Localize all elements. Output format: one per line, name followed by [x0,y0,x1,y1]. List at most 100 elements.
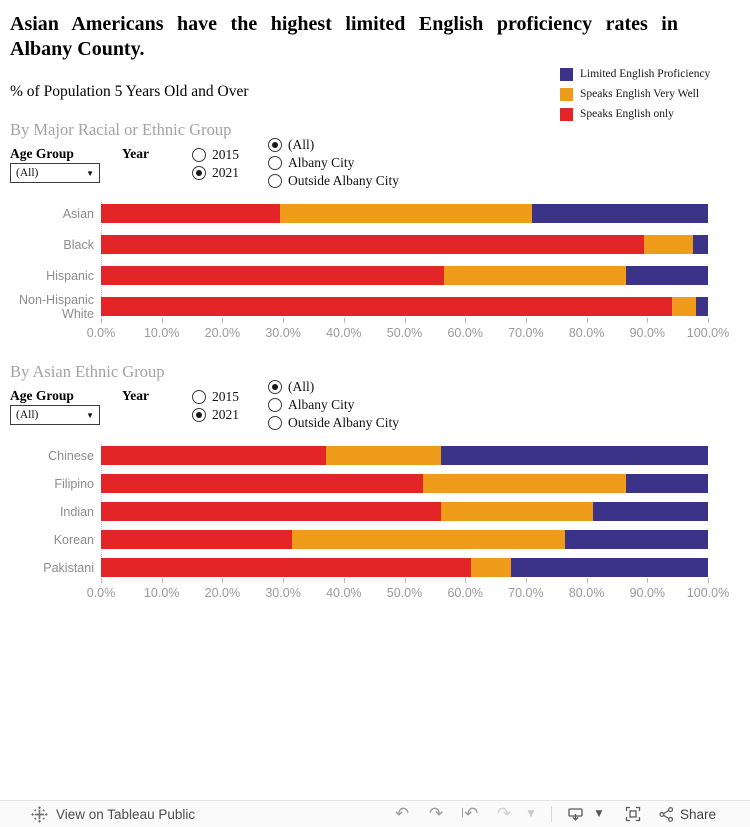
bar-segment-orange[interactable] [443,266,627,285]
bar-segment-orange[interactable] [325,446,441,465]
category-label: Hispanic [46,268,94,283]
area-radio-option-outside-albany-city[interactable]: Outside Albany City [268,172,399,190]
bar-segment-orange[interactable] [671,297,696,316]
axis-tick [222,578,224,583]
view-on-tableau-public-link[interactable]: View on Tableau Public [31,805,195,823]
year-radio-option-2021[interactable]: 2021 [192,164,239,182]
page-subtitle: % of Population 5 Years Old and Over [10,83,249,100]
legend-item-label: Speaks English Very Well [580,88,700,100]
color-legend: Limited English Proficiency Speaks Englis… [560,64,710,124]
share-button[interactable]: Share [650,806,716,823]
axis-tick [525,318,527,323]
axis-tick-label: 0.0% [86,586,116,600]
fullscreen-button[interactable] [616,803,650,825]
axis-tick-label: 30.0% [265,586,301,600]
bar-segment-red[interactable] [101,235,645,254]
bar-segment-navy[interactable] [692,235,708,254]
bar-segment-navy[interactable] [626,474,708,493]
download-options-button[interactable]: ▼ [590,803,608,825]
section-header: By Major Racial or Ethnic Group [10,120,232,139]
bar-segment-red[interactable] [101,530,293,549]
axis-tick [283,318,285,323]
axis-tick [161,318,163,323]
bar-segment-red[interactable] [101,446,326,465]
year-radio-option-2021[interactable]: 2021 [192,406,239,424]
axis-tick [101,578,102,583]
download-button[interactable] [562,803,590,825]
revert-icon: ↶ [461,805,478,823]
bar-segment-red[interactable] [101,558,472,577]
tableau-toolbar: View on Tableau Public ↶ ↷ ↶ ↷ ▼ ▼ [0,800,750,827]
share-label: Share [679,806,716,822]
age-group-value: (All) [16,409,39,421]
area-radio-group: (All) Albany City Outside Albany City [268,136,399,190]
page-title-line2: Albany County. [10,38,145,60]
area-radio-group: (All) Albany City Outside Albany City [268,378,399,432]
radio-icon [192,390,206,404]
bar-segment-red[interactable] [101,204,281,223]
legend-item[interactable]: Speaks English only [560,104,710,124]
redo-icon: ↷ [428,803,444,824]
toolbar-divider [550,806,552,822]
radio-label: (All) [288,379,315,394]
category-label: Filipino [54,476,94,491]
bar-segment-orange[interactable] [440,502,593,521]
fullscreen-icon [625,806,641,822]
section-asian-ethnic-group: By Asian Ethnic Group Age Group (All) ▼ … [0,362,750,440]
year-radio-option-2015[interactable]: 2015 [192,146,239,164]
caret-down-icon: ▼ [595,809,603,819]
bar-segment-orange[interactable] [292,530,566,549]
year-radio-group: 2015 2021 [192,146,239,182]
age-group-dropdown[interactable]: (All) ▼ [10,405,100,425]
age-group-value: (All) [16,167,39,179]
bar-segment-orange[interactable] [471,558,511,577]
area-radio-option-all[interactable]: (All) [268,378,399,396]
radio-label: Albany City [288,397,355,412]
axis-tick-label: 10.0% [143,586,180,600]
bar-segment-navy[interactable] [565,530,708,549]
axis-tick [404,578,406,583]
bar-segment-red[interactable] [101,266,444,285]
axis-tick [525,578,527,583]
bar-segment-orange[interactable] [644,235,693,254]
year-label: Year [122,146,149,161]
refresh-options-button[interactable]: ▼ [521,803,541,825]
bar-segment-navy[interactable] [592,502,708,521]
bar-segment-orange[interactable] [422,474,627,493]
category-label: Pakistani [43,560,94,575]
legend-item[interactable]: Speaks English Very Well [560,84,710,104]
radio-label: Outside Albany City [288,415,399,430]
area-radio-option-outside-albany-city[interactable]: Outside Albany City [268,414,399,432]
refresh-button[interactable]: ↷ [487,803,521,825]
bar-segment-navy[interactable] [510,558,708,577]
bar-segment-navy[interactable] [626,266,708,285]
radio-label: 2021 [212,407,239,422]
axis-tick-label: 40.0% [326,326,362,340]
area-radio-option-albany-city[interactable]: Albany City [268,154,399,172]
bar-segment-red[interactable] [101,474,423,493]
category-label: Black [63,237,94,252]
chart-major-racial-group: Asian Black Hispanic Non-Hispanic White 0.0%… [0,198,750,348]
area-radio-option-albany-city[interactable]: Albany City [268,396,399,414]
radio-icon [268,156,282,170]
revert-button[interactable]: ↶ [453,803,487,825]
bar-segment-red[interactable] [101,297,672,316]
redo-button[interactable]: ↷ [419,803,453,825]
legend-item[interactable]: Limited English Proficiency [560,64,710,84]
axis-tick [404,318,406,323]
bar-segment-orange[interactable] [280,204,532,223]
bar-segment-navy[interactable] [440,446,708,465]
radio-icon [192,408,206,422]
undo-button[interactable]: ↶ [385,803,419,825]
age-group-dropdown[interactable]: (All) ▼ [10,163,100,183]
area-radio-option-all[interactable]: (All) [268,136,399,154]
axis-tick-label: 100.0% [686,586,730,600]
bar-segment-navy[interactable] [531,204,708,223]
radio-label: Albany City [288,155,355,170]
bar-segment-red[interactable] [101,502,441,521]
category-label: Non-Hispanic White [18,292,94,321]
year-radio-option-2015[interactable]: 2015 [192,388,239,406]
bar-segment-navy[interactable] [695,297,708,316]
axis-tick-label: 90.0% [629,326,666,340]
undo-icon: ↶ [394,803,410,824]
